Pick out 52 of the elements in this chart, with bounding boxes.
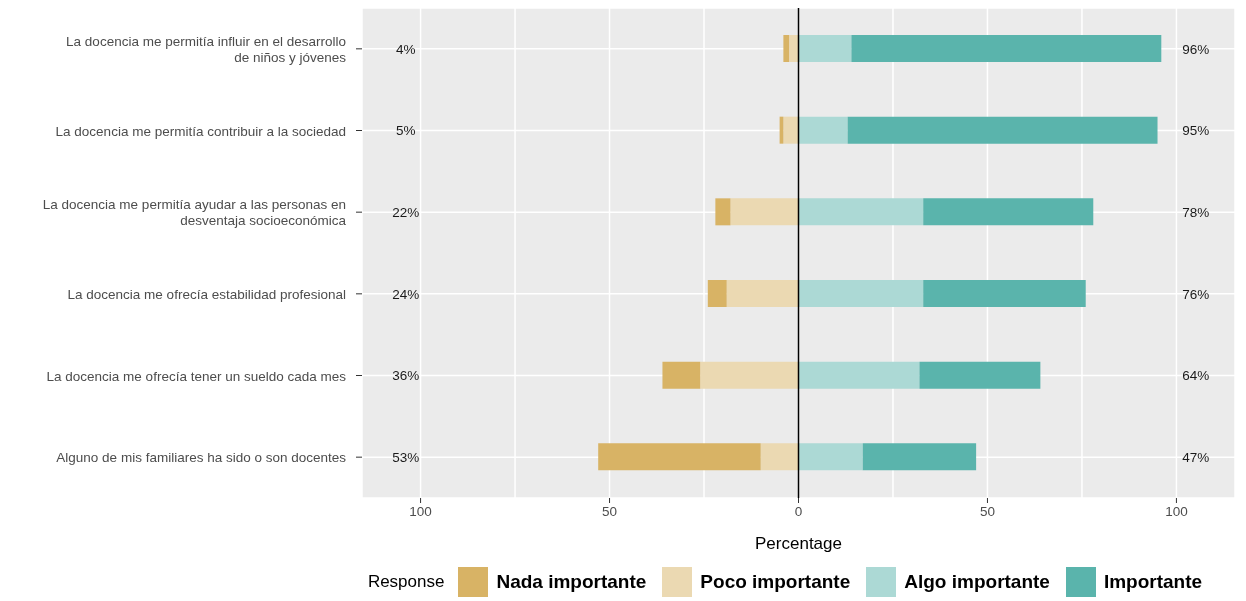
- y-tick-label: La docencia me permitía contribuir a la sociedad: [55, 123, 346, 138]
- bar: [789, 35, 799, 62]
- annotation: 22%: [392, 204, 420, 220]
- annotation: 95%: [1182, 123, 1210, 139]
- legend-title: Response: [367, 572, 445, 592]
- bar: [798, 280, 924, 307]
- bar: [923, 198, 1094, 226]
- annotation: 47%: [1182, 449, 1210, 465]
- bar: [700, 361, 799, 389]
- x-tick-label: 0: [794, 504, 803, 519]
- x-tick-label: 50: [602, 504, 618, 519]
- bar: [798, 116, 848, 144]
- bar: [783, 116, 799, 144]
- bar: [919, 361, 1041, 389]
- bar: [923, 280, 1086, 307]
- bar: [798, 198, 924, 226]
- annotation: 96%: [1182, 41, 1210, 57]
- legend-label: Poco importante: [700, 571, 851, 593]
- annotation: 76%: [1182, 286, 1210, 302]
- bar: [798, 443, 863, 471]
- annotation: 24%: [392, 286, 420, 302]
- x-tick-label: 100: [409, 504, 432, 519]
- legend-label: Nada importante: [496, 571, 647, 593]
- bar: [730, 198, 799, 226]
- bar: [862, 443, 977, 471]
- y-tick-label: La docencia me permitía influir en el desarrollo de niños y jóvenes: [66, 33, 347, 65]
- bar: [798, 35, 852, 62]
- y-tick-label: La docencia me ofrecía estabilidad profesional: [67, 286, 346, 302]
- legend-label: Algo importante: [904, 571, 1050, 593]
- annotation: 36%: [392, 368, 420, 384]
- bar: [798, 361, 920, 389]
- bar: [847, 116, 1158, 144]
- x-tick-label: 100: [1165, 504, 1188, 519]
- annotation: 64%: [1182, 368, 1210, 384]
- annotation: 53%: [392, 449, 420, 465]
- y-tick-label: Alguno de mis familiares ha sido o son docentes: [56, 449, 347, 465]
- x-tick-label: 50: [979, 504, 995, 519]
- legend-label: Importante: [1103, 571, 1203, 593]
- bar: [726, 280, 799, 307]
- bar: [715, 198, 731, 226]
- bar: [760, 443, 799, 471]
- x-axis-title: Percentage: [755, 534, 842, 553]
- annotation: 5%: [395, 123, 416, 139]
- bar: [662, 361, 701, 389]
- y-tick-label: La docencia me ofrecía tener un sueldo cada mes: [46, 368, 347, 383]
- y-tick-label: La docencia me permitía ayudar a las personas en desventaja socioeconómica: [42, 196, 347, 228]
- bar: [783, 35, 790, 62]
- bar: [851, 35, 1162, 62]
- bar: [707, 280, 727, 307]
- annotation: 78%: [1182, 204, 1210, 220]
- bar: [598, 443, 761, 471]
- annotation: 4%: [395, 41, 416, 57]
